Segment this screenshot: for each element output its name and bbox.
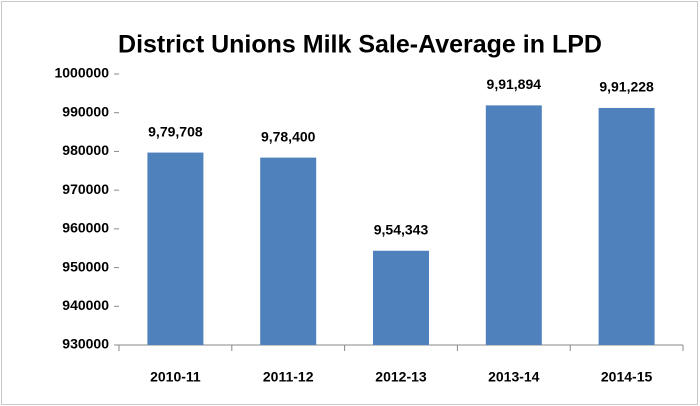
data-label: 9,91,894 xyxy=(487,76,542,92)
x-tick-label: 2012-13 xyxy=(375,369,427,385)
bar xyxy=(485,105,542,345)
y-tick-label: 1000000 xyxy=(54,65,109,81)
data-label: 9,79,708 xyxy=(148,123,203,139)
y-tick-label: 980000 xyxy=(62,142,109,158)
bar xyxy=(260,157,317,345)
x-tick-label: 2010-11 xyxy=(150,369,201,385)
y-tick-label: 930000 xyxy=(62,336,109,352)
data-label: 9,54,343 xyxy=(374,221,429,237)
x-tick-label: 2013-14 xyxy=(488,369,540,385)
bar xyxy=(598,107,655,345)
y-tick-label: 950000 xyxy=(62,258,109,274)
y-tick-label: 960000 xyxy=(62,220,109,236)
y-tick-label: 970000 xyxy=(62,181,109,197)
bar xyxy=(373,250,429,345)
y-tick-label: 940000 xyxy=(62,297,109,313)
data-label: 9,91,228 xyxy=(599,79,654,95)
data-label: 9,78,400 xyxy=(261,128,316,144)
chart-title: District Unions Milk Sale-Average in LPD xyxy=(118,31,602,59)
bar xyxy=(147,152,204,345)
x-tick-label: 2014-15 xyxy=(601,369,653,385)
x-tick-label: 2011-12 xyxy=(263,369,314,385)
y-tick-label: 990000 xyxy=(62,103,109,119)
